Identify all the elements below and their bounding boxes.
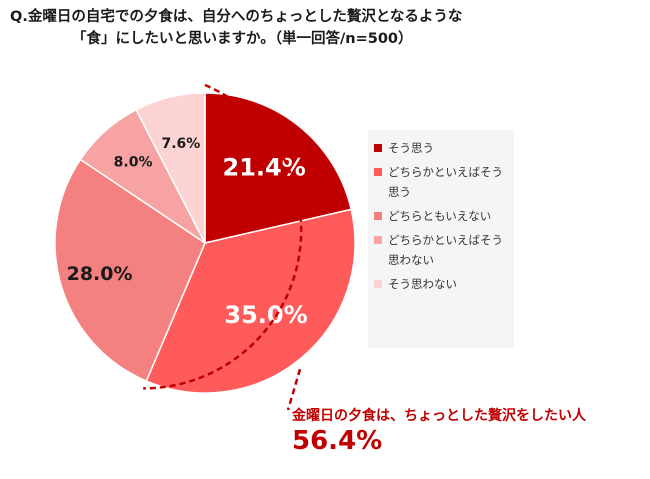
- slice-label-3: 28.0%: [67, 263, 133, 285]
- legend-swatch-1: [374, 144, 382, 152]
- pie-slice-2: [145, 208, 356, 394]
- legend-item-4: どちらかといえばそう思わない: [374, 230, 514, 270]
- highlight-dashed-arc: [143, 83, 303, 390]
- slice-label-4: 8.0%: [114, 154, 153, 170]
- legend-item-1: そう思う: [374, 138, 514, 158]
- legend-swatch-2: [374, 168, 382, 176]
- callout-value: 56.4%: [292, 426, 383, 456]
- legend-label-2: どちらかといえばそう思う: [388, 165, 503, 199]
- callout-text: 金曜日の夕食は、ちょっとした贅沢をしたい人: [292, 408, 586, 424]
- legend-swatch-5: [374, 280, 382, 288]
- callout-connector: [286, 368, 302, 411]
- legend-item-2: どちらかといえばそう思う: [374, 162, 514, 202]
- pie-slice-3: [54, 158, 206, 383]
- legend-label-4: どちらかといえばそう思わない: [388, 233, 503, 267]
- slice-label-2: 35.0%: [224, 301, 307, 329]
- legend-item-5: そう思わない: [374, 274, 514, 294]
- chart-title-line2: 「食」にしたいと思いますか。（単一回答/n=500）: [72, 31, 413, 47]
- pie-slice-5: [135, 92, 206, 244]
- legend: そう思うどちらかといえばそう思うどちらともいえないどちらかといえばそう思わないそ…: [368, 130, 514, 348]
- callout: 金曜日の夕食は、ちょっとした贅沢をしたい人 56.4%: [292, 407, 586, 457]
- legend-label-3: どちらともいえない: [388, 209, 492, 223]
- legend-label-1: そう思う: [388, 141, 434, 155]
- legend-label-5: そう思わない: [388, 277, 457, 291]
- slice-label-5: 7.6%: [161, 136, 200, 152]
- legend-item-3: どちらともいえない: [374, 206, 514, 226]
- legend-swatch-4: [374, 236, 382, 244]
- chart-title-line1: Q.金曜日の自宅での夕食は、自分へのちょっとした贅沢となるような: [10, 9, 463, 25]
- legend-swatch-3: [374, 212, 382, 220]
- chart-title: Q.金曜日の自宅での夕食は、自分へのちょっとした贅沢となるような 「食」にしたい…: [10, 6, 640, 50]
